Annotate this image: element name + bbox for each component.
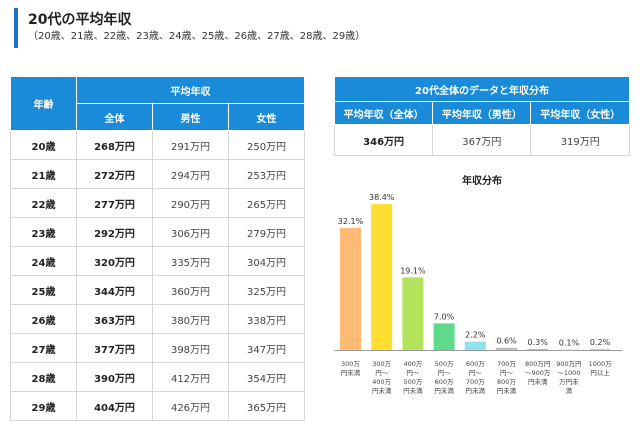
male-income-cell: 412万円	[152, 362, 229, 392]
summary-header: 20代全体のデータと年収分布	[334, 76, 630, 102]
all-income-cell: 363万円	[76, 304, 153, 334]
section-heading: 20代の平均年収 （20歳、21歳、22歳、23歳、24歳、25歳、26歳、27…	[14, 8, 614, 48]
data-label: 38.4%	[369, 193, 395, 202]
female-income-cell: 347万円	[227, 333, 306, 363]
bar	[589, 349, 611, 351]
page-subtitle: （20歳、21歳、22歳、23歳、24歳、25歳、26歳、27歳、28歳、29歳…	[28, 31, 366, 42]
all-income-cell: 268万円	[76, 130, 153, 160]
data-label: 19.1%	[400, 266, 426, 275]
summary-col-male: 平均年収（男性）	[432, 101, 532, 125]
female-income-cell: 250万円	[227, 130, 306, 160]
all-income-cell: 277万円	[76, 188, 153, 218]
tick-label: 400万円～ 500万円未満	[403, 360, 423, 395]
male-income-cell: 290万円	[152, 188, 229, 218]
age-cell: 23歳	[10, 217, 77, 247]
chart-title: 年収分布	[462, 176, 502, 187]
all-income-cell: 344万円	[76, 275, 153, 305]
summary-value-male: 367万円	[432, 124, 532, 156]
female-income-cell: 365万円	[227, 391, 306, 421]
bar	[402, 277, 424, 350]
female-income-cell: 279万円	[227, 217, 306, 247]
table-row: 21歳 272万円 294万円 253万円	[10, 159, 306, 189]
male-income-cell: 398万円	[152, 333, 229, 363]
tick-label: 800万円～900万円未満	[525, 360, 551, 386]
summary-table: 20代全体のデータと年収分布 平均年収（全体） 平均年収（男性） 平均年収（女性…	[333, 76, 630, 156]
bar	[464, 341, 486, 350]
bar	[558, 349, 580, 351]
male-income-cell: 294万円	[152, 159, 229, 189]
table-row: 22歳 277万円 290万円 265万円	[10, 188, 306, 218]
all-income-cell: 404万円	[76, 391, 153, 421]
table-row: 20歳 268万円 291万円 250万円	[10, 130, 306, 160]
female-income-cell: 304万円	[227, 246, 306, 276]
header-male: 男性	[152, 103, 229, 131]
summary-value-female: 319万円	[530, 124, 630, 156]
all-income-cell: 272万円	[76, 159, 153, 189]
female-income-cell: 265万円	[227, 188, 306, 218]
summary-value-all: 346万円	[333, 124, 434, 156]
data-label: 32.1%	[338, 217, 364, 226]
all-income-cell: 377万円	[76, 333, 153, 363]
data-label: 0.3%	[528, 338, 549, 347]
age-income-table: 年齢 平均年収 全体 男性 女性 20歳 268万円 291万円 250万円 21歳 2…	[10, 76, 306, 421]
female-income-cell: 354万円	[227, 362, 306, 392]
data-label: 0.1%	[559, 339, 580, 348]
tick-label: 900万円～1000 万円未満	[556, 360, 581, 395]
table-row: 26歳 363万円 380万円 338万円	[10, 304, 306, 334]
bar	[496, 347, 517, 350]
bar	[371, 204, 393, 350]
bar	[433, 323, 455, 350]
all-income-cell: 390万円	[76, 362, 153, 392]
page-title: 20代の平均年収	[28, 12, 132, 28]
female-income-cell: 325万円	[227, 275, 306, 305]
age-cell: 26歳	[10, 304, 77, 334]
age-cell: 25歳	[10, 275, 77, 305]
table-row: 23歳 292万円 306万円 279万円	[10, 217, 306, 247]
age-cell: 29歳	[10, 391, 77, 421]
female-income-cell: 253万円	[227, 159, 306, 189]
male-income-cell: 360万円	[152, 275, 229, 305]
bar	[527, 348, 549, 350]
female-income-cell: 338万円	[227, 304, 306, 334]
data-label: 0.2%	[590, 338, 611, 347]
header-female: 女性	[227, 103, 306, 131]
tick-label: 1000万円以上	[589, 360, 613, 377]
table-row: 29歳 404万円 426万円 365万円	[10, 391, 306, 421]
header-age: 年齢	[10, 76, 77, 131]
table-row: 24歳 320万円 335万円 304万円	[10, 246, 306, 276]
data-label: 2.2%	[465, 331, 486, 340]
male-income-cell: 291万円	[152, 130, 229, 160]
male-income-cell: 380万円	[152, 304, 229, 334]
tick-label: 600万円～ 700万円未満	[466, 360, 486, 395]
tick-label: 300万円未満	[341, 360, 361, 377]
age-cell: 24歳	[10, 246, 77, 276]
header-all: 全体	[76, 103, 153, 131]
male-income-cell: 426万円	[152, 391, 229, 421]
summary-col-all: 平均年収（全体）	[333, 101, 434, 125]
data-label: 0.6%	[496, 337, 517, 346]
table-row: 28歳 390万円 412万円 354万円	[10, 362, 306, 392]
age-cell: 27歳	[10, 333, 77, 363]
age-cell: 28歳	[10, 362, 77, 392]
table-row: 25歳 344万円 360万円 325万円	[10, 275, 306, 305]
age-cell: 20歳	[10, 130, 77, 160]
tick-label: 700万円～ 800万円未満	[497, 360, 517, 395]
bar	[340, 228, 361, 350]
table-row: 27歳 377万円 398万円 347万円	[10, 333, 306, 363]
header-average-income: 平均年収	[75, 76, 306, 104]
data-label: 7.0%	[434, 312, 455, 321]
male-income-cell: 306万円	[152, 217, 229, 247]
age-cell: 22歳	[10, 188, 77, 218]
summary-col-female: 平均年収（女性）	[530, 101, 630, 125]
all-income-cell: 320万円	[76, 246, 153, 276]
table-row: 346万円 367万円 319万円	[333, 124, 630, 156]
tick-label: 300万円～ 400万円未満	[372, 360, 392, 395]
all-income-cell: 292万円	[76, 217, 153, 247]
age-cell: 21歳	[10, 159, 77, 189]
male-income-cell: 335万円	[152, 246, 229, 276]
tick-label: 500万円～ 600万円未満	[434, 360, 454, 395]
income-distribution-chart: 32.1% 300万円未満 38.4% 300万円～ 400万円未満 19.1% 400万円…	[334, 193, 622, 395]
